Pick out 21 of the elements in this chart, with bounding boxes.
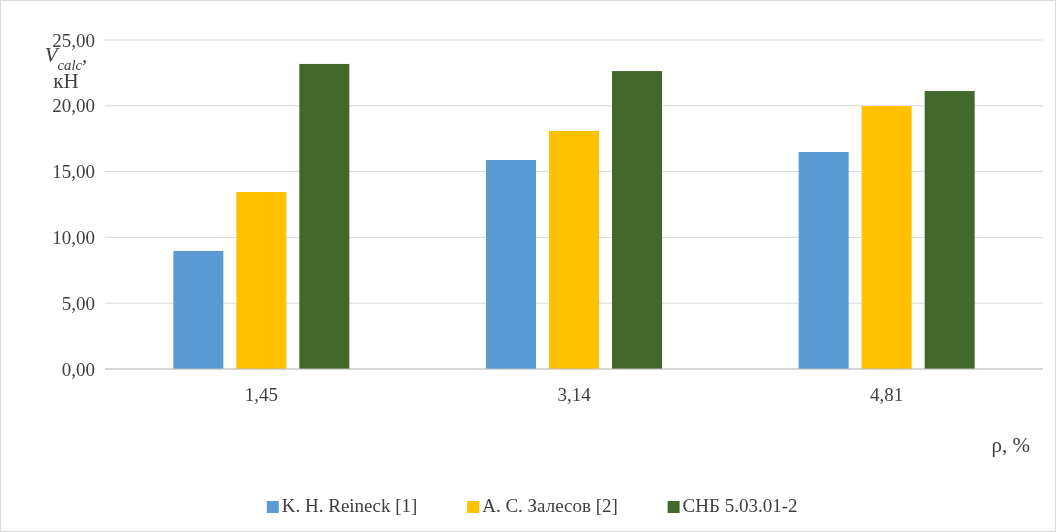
legend-label: K. H. Reineck [1] <box>281 495 418 516</box>
bar <box>924 91 975 369</box>
bar <box>798 151 849 369</box>
x-axis-title: ρ, % <box>991 433 1030 457</box>
bar <box>612 71 662 369</box>
bar <box>299 63 350 369</box>
bar <box>486 160 536 369</box>
y-tick-label: 15,00 <box>52 161 95 183</box>
y-tick-label: 10,00 <box>52 227 95 249</box>
bar <box>236 192 287 369</box>
y-tick-label: 5,00 <box>61 292 95 314</box>
legend-label: А. С. Залесов [2] <box>482 495 618 516</box>
bar <box>861 106 912 369</box>
x-tick-label: 1,45 <box>244 384 278 405</box>
y-tick-label: 0,00 <box>61 358 95 380</box>
bar <box>549 130 599 369</box>
x-tick-label: 3,14 <box>557 384 592 405</box>
y-tick-label: 20,00 <box>52 95 95 117</box>
x-tick-label: 4,81 <box>870 384 904 405</box>
bar <box>173 250 224 369</box>
legend-label: СНБ 5.03.01-2 <box>682 495 798 516</box>
